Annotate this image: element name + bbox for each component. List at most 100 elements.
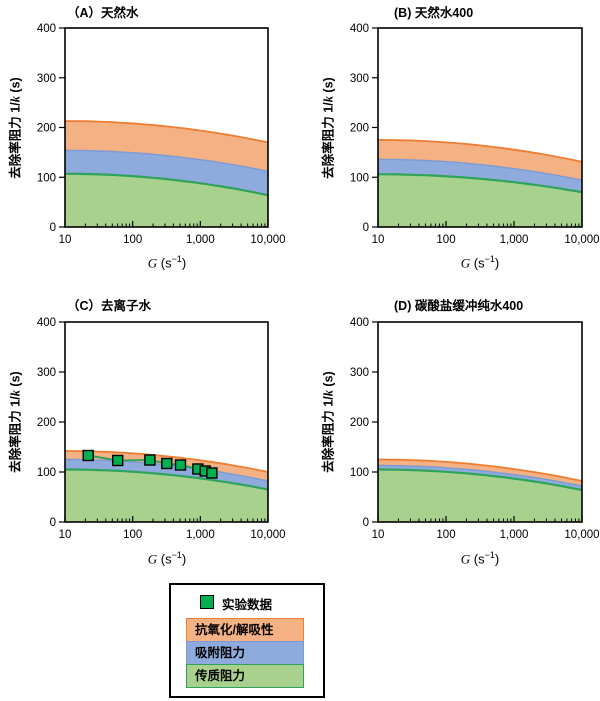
plot-border-A: [64, 27, 269, 228]
plot-border-D: [377, 321, 583, 523]
x-label-italic-g: G: [460, 551, 471, 567]
x-label-italic-g: G: [460, 255, 471, 271]
band-top-line-A-1: [65, 149, 269, 172]
y-tick-label: 400: [37, 23, 56, 35]
y-tick-label: 300: [350, 73, 369, 85]
legend-item-antioxidation-desorption: 抗氧化/解吸性: [186, 618, 304, 642]
y-tick-label: 400: [350, 317, 369, 329]
x-axis-label-c: G (s−1): [148, 550, 186, 567]
x-label-close: ): [181, 255, 187, 271]
y-label-text: 去除率阻力 1/: [8, 396, 23, 473]
y-label-units: (s): [8, 371, 23, 391]
x-axis-label-a: G (s−1): [148, 254, 186, 271]
experimental-data-marker-icon: [200, 595, 214, 609]
x-tick-label: 100: [123, 529, 142, 541]
y-tick-label: 200: [37, 123, 56, 135]
x-label-close: ): [494, 551, 500, 567]
subplot-a-title: （A）天然水: [67, 6, 139, 20]
x-label-close: ): [494, 255, 500, 271]
band-top-line-C-2: [65, 450, 269, 473]
band-top-line-D-0: [378, 468, 583, 492]
experimental-data-point: [161, 457, 173, 470]
y-label-italic-k: k: [321, 390, 336, 397]
x-tick-label: 10,000: [250, 234, 285, 246]
band-top-line-D-1: [378, 464, 583, 487]
experimental-data-point: [174, 459, 187, 471]
y-tick-label: 400: [350, 23, 369, 35]
legend-item-mass-transfer-resistance: 传质阻力: [186, 664, 304, 688]
x-label-close: ): [181, 551, 187, 567]
x-label-exponent: −1: [484, 550, 495, 560]
legend-item-adsorption-resistance: 吸附阻力: [186, 641, 304, 665]
y-label-text: 去除率阻力 1/: [8, 102, 23, 179]
area-band-C-0: [65, 469, 268, 522]
y-axis-label-d: 去除率阻力 1/k (s): [318, 371, 337, 472]
subplot-b-title: (B) 天然水400: [394, 6, 474, 20]
area-band-B-0: [378, 174, 582, 227]
y-tick-label: 100: [350, 172, 369, 184]
y-tick-label: 100: [350, 467, 369, 479]
experimental-data-point: [111, 454, 124, 467]
x-tick-label: 1,000: [186, 529, 215, 541]
experimental-data-point: [144, 454, 156, 466]
y-tick-label: 200: [37, 417, 56, 429]
x-label-exponent: −1: [171, 550, 182, 560]
x-axis-label-b: G (s−1): [461, 254, 499, 271]
y-label-italic-k: k: [321, 96, 336, 103]
y-tick-label: 100: [37, 172, 56, 184]
y-tick-label: 0: [363, 222, 369, 234]
x-label-exponent: −1: [171, 254, 182, 264]
x-label-units: (s: [157, 255, 172, 271]
x-tick-label: 100: [436, 234, 455, 246]
subplot-c-title: （C）去离子水: [67, 299, 152, 313]
y-label-text: 去除率阻力 1/: [321, 396, 336, 473]
x-label-italic-g: G: [147, 551, 158, 567]
y-axis-label-a: 去除率阻力 1/k (s): [5, 77, 24, 178]
x-label-units: (s: [470, 551, 485, 567]
area-band-A-0: [65, 173, 268, 227]
x-tick-label: 1,000: [500, 234, 529, 246]
subplot-d-title: (D) 碳酸盐缓冲纯水400: [394, 299, 524, 313]
x-axis-label-d: G (s−1): [461, 550, 499, 567]
band-top-line-B-1: [377, 158, 583, 181]
x-tick-label: 10,000: [564, 234, 599, 246]
y-tick-label: 300: [350, 367, 369, 379]
x-tick-label: 10: [59, 529, 72, 541]
y-label-units: (s): [321, 371, 336, 391]
y-tick-label: 400: [37, 317, 56, 329]
x-tick-label: 10: [372, 529, 385, 541]
band-top-line-C-0: [65, 468, 269, 491]
plot-border-B: [377, 27, 583, 228]
y-label-italic-k: k: [8, 390, 23, 397]
y-tick-label: 300: [37, 367, 56, 379]
y-tick-label: 100: [37, 467, 56, 479]
band-top-line-B-0: [378, 173, 583, 194]
y-label-units: (s): [8, 77, 23, 97]
legend-label-experimental-data: 实验数据: [222, 598, 273, 612]
y-tick-label: 300: [37, 73, 56, 85]
y-tick-label: 0: [50, 517, 56, 529]
plot-border-C: [64, 321, 269, 523]
experimental-data-point: [206, 467, 218, 479]
y-tick-label: 200: [350, 123, 369, 135]
area-band-D-0: [378, 469, 582, 522]
x-tick-label: 10: [59, 234, 72, 246]
x-tick-label: 10,000: [250, 529, 285, 541]
y-label-units: (s): [321, 77, 336, 97]
band-top-line-A-2: [64, 120, 269, 144]
y-label-italic-k: k: [8, 96, 23, 103]
legend: 实验数据 抗氧化/解吸性 吸附阻力 传质阻力: [169, 583, 325, 698]
x-tick-label: 1,000: [186, 234, 215, 246]
band-top-line-B-2: [377, 139, 583, 163]
experimental-data-point: [82, 449, 94, 462]
x-label-italic-g: G: [147, 255, 158, 271]
x-label-units: (s: [157, 551, 172, 567]
band-top-line-D-2: [378, 458, 583, 482]
x-label-exponent: −1: [484, 254, 495, 264]
y-axis-label-b: 去除率阻力 1/k (s): [318, 77, 337, 178]
x-tick-label: 1,000: [500, 529, 529, 541]
y-tick-label: 0: [363, 517, 369, 529]
y-label-text: 去除率阻力 1/: [321, 102, 336, 179]
